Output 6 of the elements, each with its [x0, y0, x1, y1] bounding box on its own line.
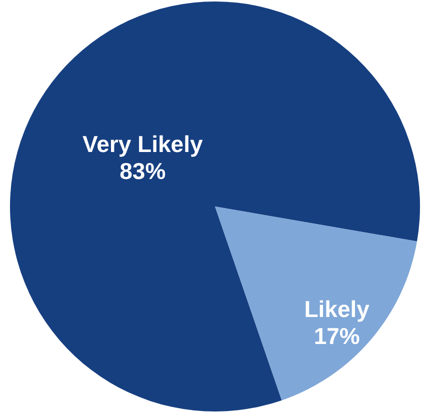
slice-label: Likely [304, 296, 370, 322]
data-label: 83% [120, 158, 166, 184]
data-label: 17% [314, 323, 360, 350]
pie-slice [10, 2, 420, 412]
pie-slice [215, 206, 418, 400]
slice-label: Very Likely [82, 130, 203, 157]
